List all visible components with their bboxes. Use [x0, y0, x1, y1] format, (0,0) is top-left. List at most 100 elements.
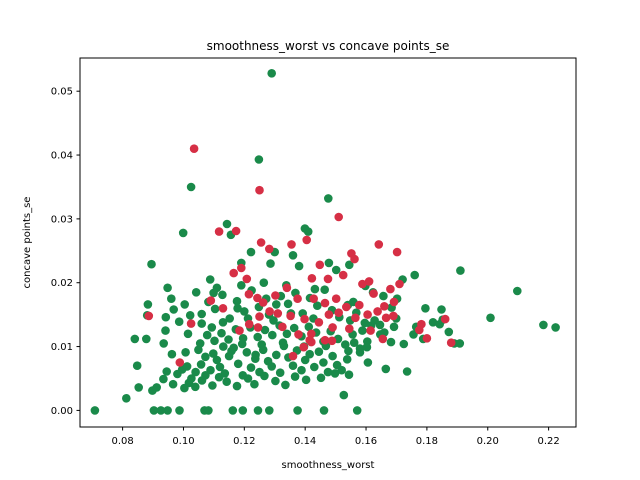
- data-point: [224, 335, 233, 344]
- data-point: [142, 334, 151, 344]
- data-point: [310, 284, 320, 294]
- data-point: [300, 314, 309, 324]
- data-point: [314, 318, 324, 327]
- data-point: [206, 296, 216, 305]
- data-point: [294, 330, 303, 339]
- data-point: [217, 328, 226, 338]
- x-tick-label: 0.12: [233, 436, 255, 447]
- data-point: [227, 346, 236, 356]
- data-point: [144, 311, 154, 321]
- data-point: [366, 326, 375, 335]
- data-point: [231, 226, 241, 236]
- data-point: [289, 323, 299, 333]
- data-point: [386, 284, 395, 294]
- data-point: [320, 335, 330, 345]
- data-point: [219, 342, 228, 351]
- data-point: [134, 383, 143, 392]
- data-point: [209, 349, 218, 358]
- data-point: [455, 339, 465, 348]
- data-point: [253, 293, 262, 303]
- data-point: [299, 342, 309, 352]
- data-point: [152, 383, 161, 392]
- data-point: [208, 381, 217, 390]
- data-point: [212, 355, 222, 365]
- x-tick-label: 0.08: [111, 436, 133, 447]
- data-point: [389, 311, 398, 321]
- data-point: [392, 247, 402, 257]
- data-point: [265, 406, 274, 415]
- data-point: [200, 406, 209, 415]
- data-point: [294, 261, 304, 271]
- data-point: [244, 289, 254, 299]
- data-point: [395, 279, 404, 289]
- data-point: [369, 289, 378, 298]
- data-point: [174, 317, 184, 327]
- data-point: [301, 375, 311, 385]
- data-point: [358, 326, 367, 335]
- data-point: [271, 291, 280, 300]
- data-point: [355, 348, 365, 357]
- data-point: [303, 227, 313, 236]
- data-point: [143, 300, 153, 309]
- data-point: [162, 367, 171, 376]
- x-axis-label: smoothness_worst: [282, 460, 375, 471]
- data-point: [364, 277, 374, 286]
- data-point: [122, 394, 131, 403]
- data-point: [244, 319, 254, 329]
- data-point: [256, 238, 266, 247]
- data-point: [240, 307, 249, 316]
- data-point: [323, 274, 333, 284]
- data-point: [169, 305, 178, 314]
- data-point: [237, 281, 246, 290]
- data-point: [229, 268, 238, 278]
- data-point: [337, 365, 347, 375]
- data-point: [214, 227, 224, 236]
- data-point: [212, 283, 222, 293]
- data-point: [446, 338, 456, 348]
- data-point: [328, 351, 337, 361]
- data-point: [381, 364, 391, 374]
- data-point: [339, 390, 349, 400]
- data-point: [237, 339, 247, 349]
- data-point: [242, 274, 252, 284]
- x-tick-label: 0.14: [294, 436, 316, 447]
- data-point: [254, 155, 264, 164]
- data-point: [444, 327, 454, 337]
- data-point: [297, 365, 306, 375]
- data-point: [201, 352, 210, 362]
- data-point: [191, 288, 201, 297]
- data-point: [362, 342, 372, 352]
- y-tick-label: 0.05: [51, 87, 73, 98]
- data-point: [415, 325, 424, 335]
- data-point: [156, 406, 166, 415]
- data-point: [175, 358, 185, 367]
- data-point: [293, 294, 302, 304]
- data-point: [214, 372, 224, 382]
- data-point: [341, 340, 350, 349]
- data-point: [323, 367, 333, 377]
- data-point: [222, 377, 231, 387]
- data-point: [266, 259, 275, 268]
- data-point: [267, 69, 277, 78]
- data-point: [183, 329, 193, 339]
- data-point: [345, 260, 354, 270]
- data-point: [331, 294, 341, 304]
- data-point: [422, 334, 432, 343]
- data-point: [310, 362, 319, 372]
- data-point: [228, 406, 238, 415]
- data-point: [288, 251, 298, 260]
- data-point: [288, 351, 298, 361]
- data-point: [351, 313, 360, 323]
- y-tick-label: 0.01: [51, 342, 73, 353]
- data-point: [375, 320, 385, 330]
- data-point: [233, 304, 242, 313]
- data-point: [437, 305, 446, 314]
- data-point: [207, 323, 217, 332]
- data-point: [260, 325, 270, 335]
- data-point: [539, 320, 548, 330]
- data-point: [314, 347, 324, 357]
- data-point: [313, 301, 322, 311]
- data-point: [265, 307, 274, 316]
- data-point: [305, 349, 315, 359]
- data-point: [246, 363, 256, 372]
